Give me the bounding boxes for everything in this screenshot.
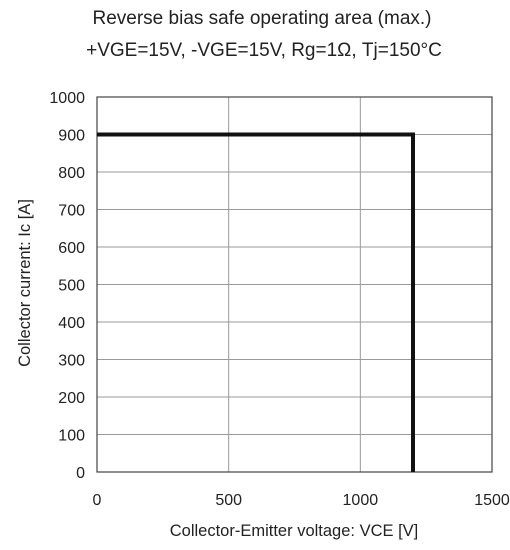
- x-tick-label: 1000: [343, 492, 379, 509]
- y-axis-label: Collector current: Ic [A]: [16, 199, 34, 367]
- y-tick-label: 300: [58, 353, 85, 370]
- rbsoa-limit-line: [97, 132, 415, 472]
- y-tick-label: 600: [58, 240, 85, 257]
- y-tick-label: 500: [58, 278, 85, 295]
- x-axis-label: Collector-Emitter voltage: VCE [V]: [170, 522, 419, 540]
- tick-labels: 0 100 200 300 400 500 600 700 800 900 1000 0 500 1000…: [49, 90, 509, 509]
- y-tick-label: 200: [58, 390, 85, 407]
- x-tick-label: 1500: [474, 492, 510, 509]
- y-tick-label: 700: [58, 203, 85, 220]
- y-tick-label: 400: [58, 315, 85, 332]
- y-tick-label: 100: [58, 428, 85, 445]
- x-tick-label: 500: [215, 492, 242, 509]
- y-tick-label: 0: [76, 465, 85, 482]
- chart-title: Reverse bias safe operating area (max.): [93, 8, 432, 29]
- y-tick-label: 800: [58, 165, 85, 182]
- y-tick-label: 1000: [49, 90, 85, 107]
- series-group: [97, 132, 415, 472]
- x-tick-label: 0: [93, 492, 102, 509]
- y-tick-label: 900: [58, 128, 85, 145]
- plot-area-border: [96, 96, 493, 473]
- chart-subtitle: +VGE=15V, -VGE=15V, Rg=1Ω, Tj=150°C: [86, 40, 442, 61]
- grid-lines: [97, 97, 492, 472]
